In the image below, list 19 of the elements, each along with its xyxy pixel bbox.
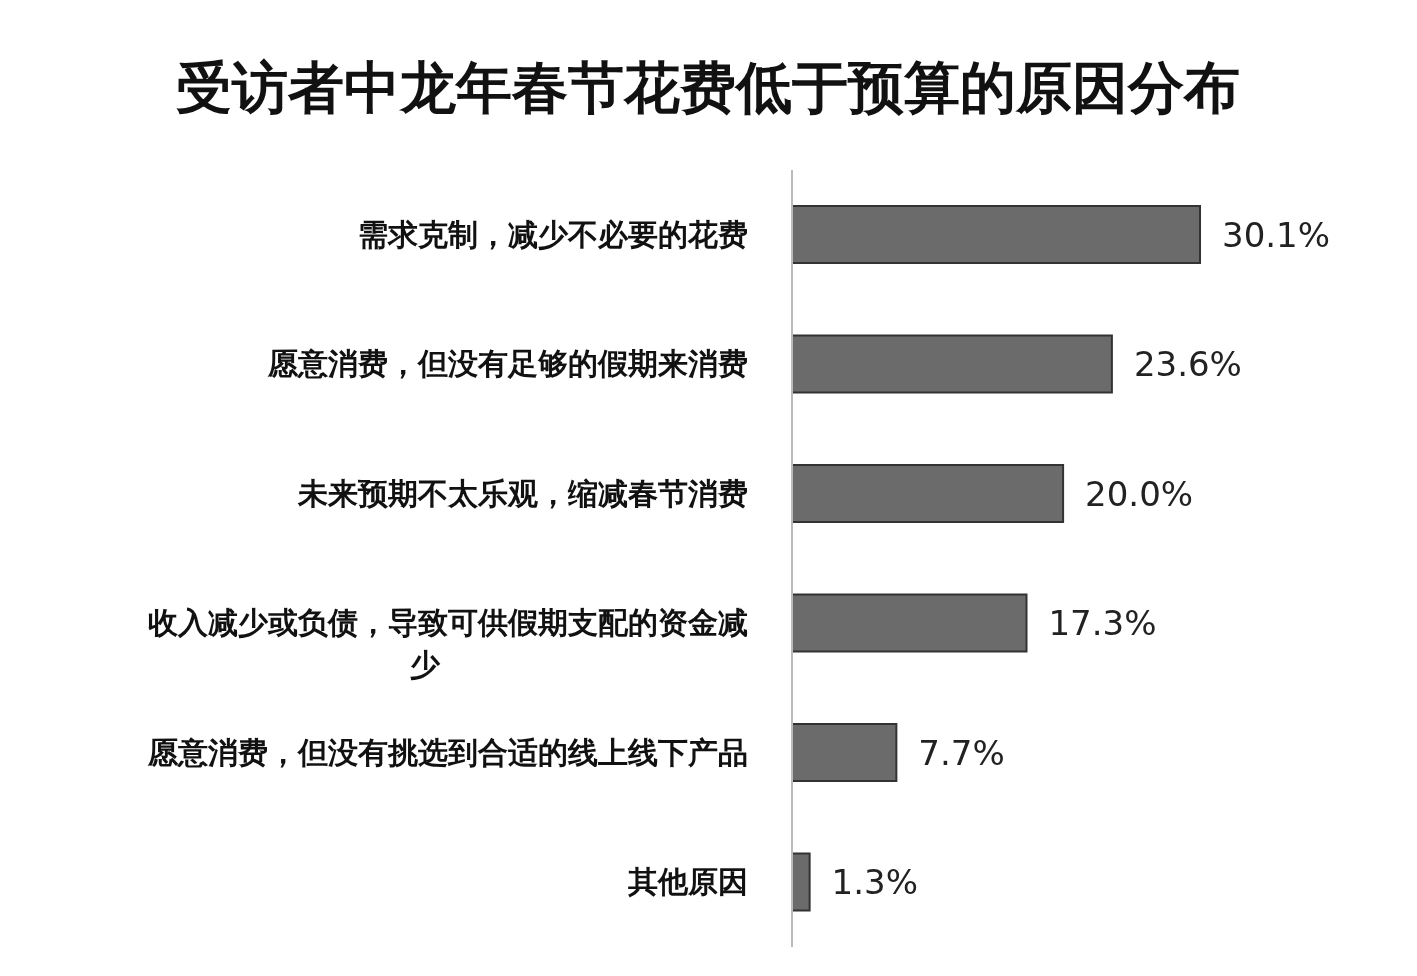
- data-label: 17.3%: [1048, 603, 1157, 643]
- bar: [791, 464, 1065, 523]
- data-label: 7.7%: [918, 732, 1005, 773]
- y-tick-label: 未来预期不太乐观，缩减春节消费: [297, 475, 748, 511]
- bar: [791, 852, 811, 912]
- chart-title: 受访者中龙年春节花费低于预算的原因分布: [175, 54, 1241, 122]
- bar: [791, 723, 898, 782]
- y-tick-label: 收入减少或负债，导致可供假期支配的资金减少: [148, 605, 748, 683]
- data-label: 30.1%: [1222, 214, 1331, 255]
- bar: [791, 205, 1201, 264]
- bar: [791, 593, 1028, 653]
- data-label: 1.3%: [831, 862, 919, 902]
- y-tick-label: 愿意消费，但没有挑选到合适的线上线下产品: [147, 734, 748, 770]
- data-label: 23.6%: [1133, 344, 1242, 384]
- bar: [791, 334, 1113, 394]
- y-tick-label: 愿意消费，但没有足够的假期来消费: [267, 346, 748, 382]
- y-tick-label: 需求克制，减少不必要的花费: [358, 216, 748, 252]
- y-tick-label: 其他原因: [627, 864, 748, 900]
- data-label: 20.0%: [1085, 473, 1194, 514]
